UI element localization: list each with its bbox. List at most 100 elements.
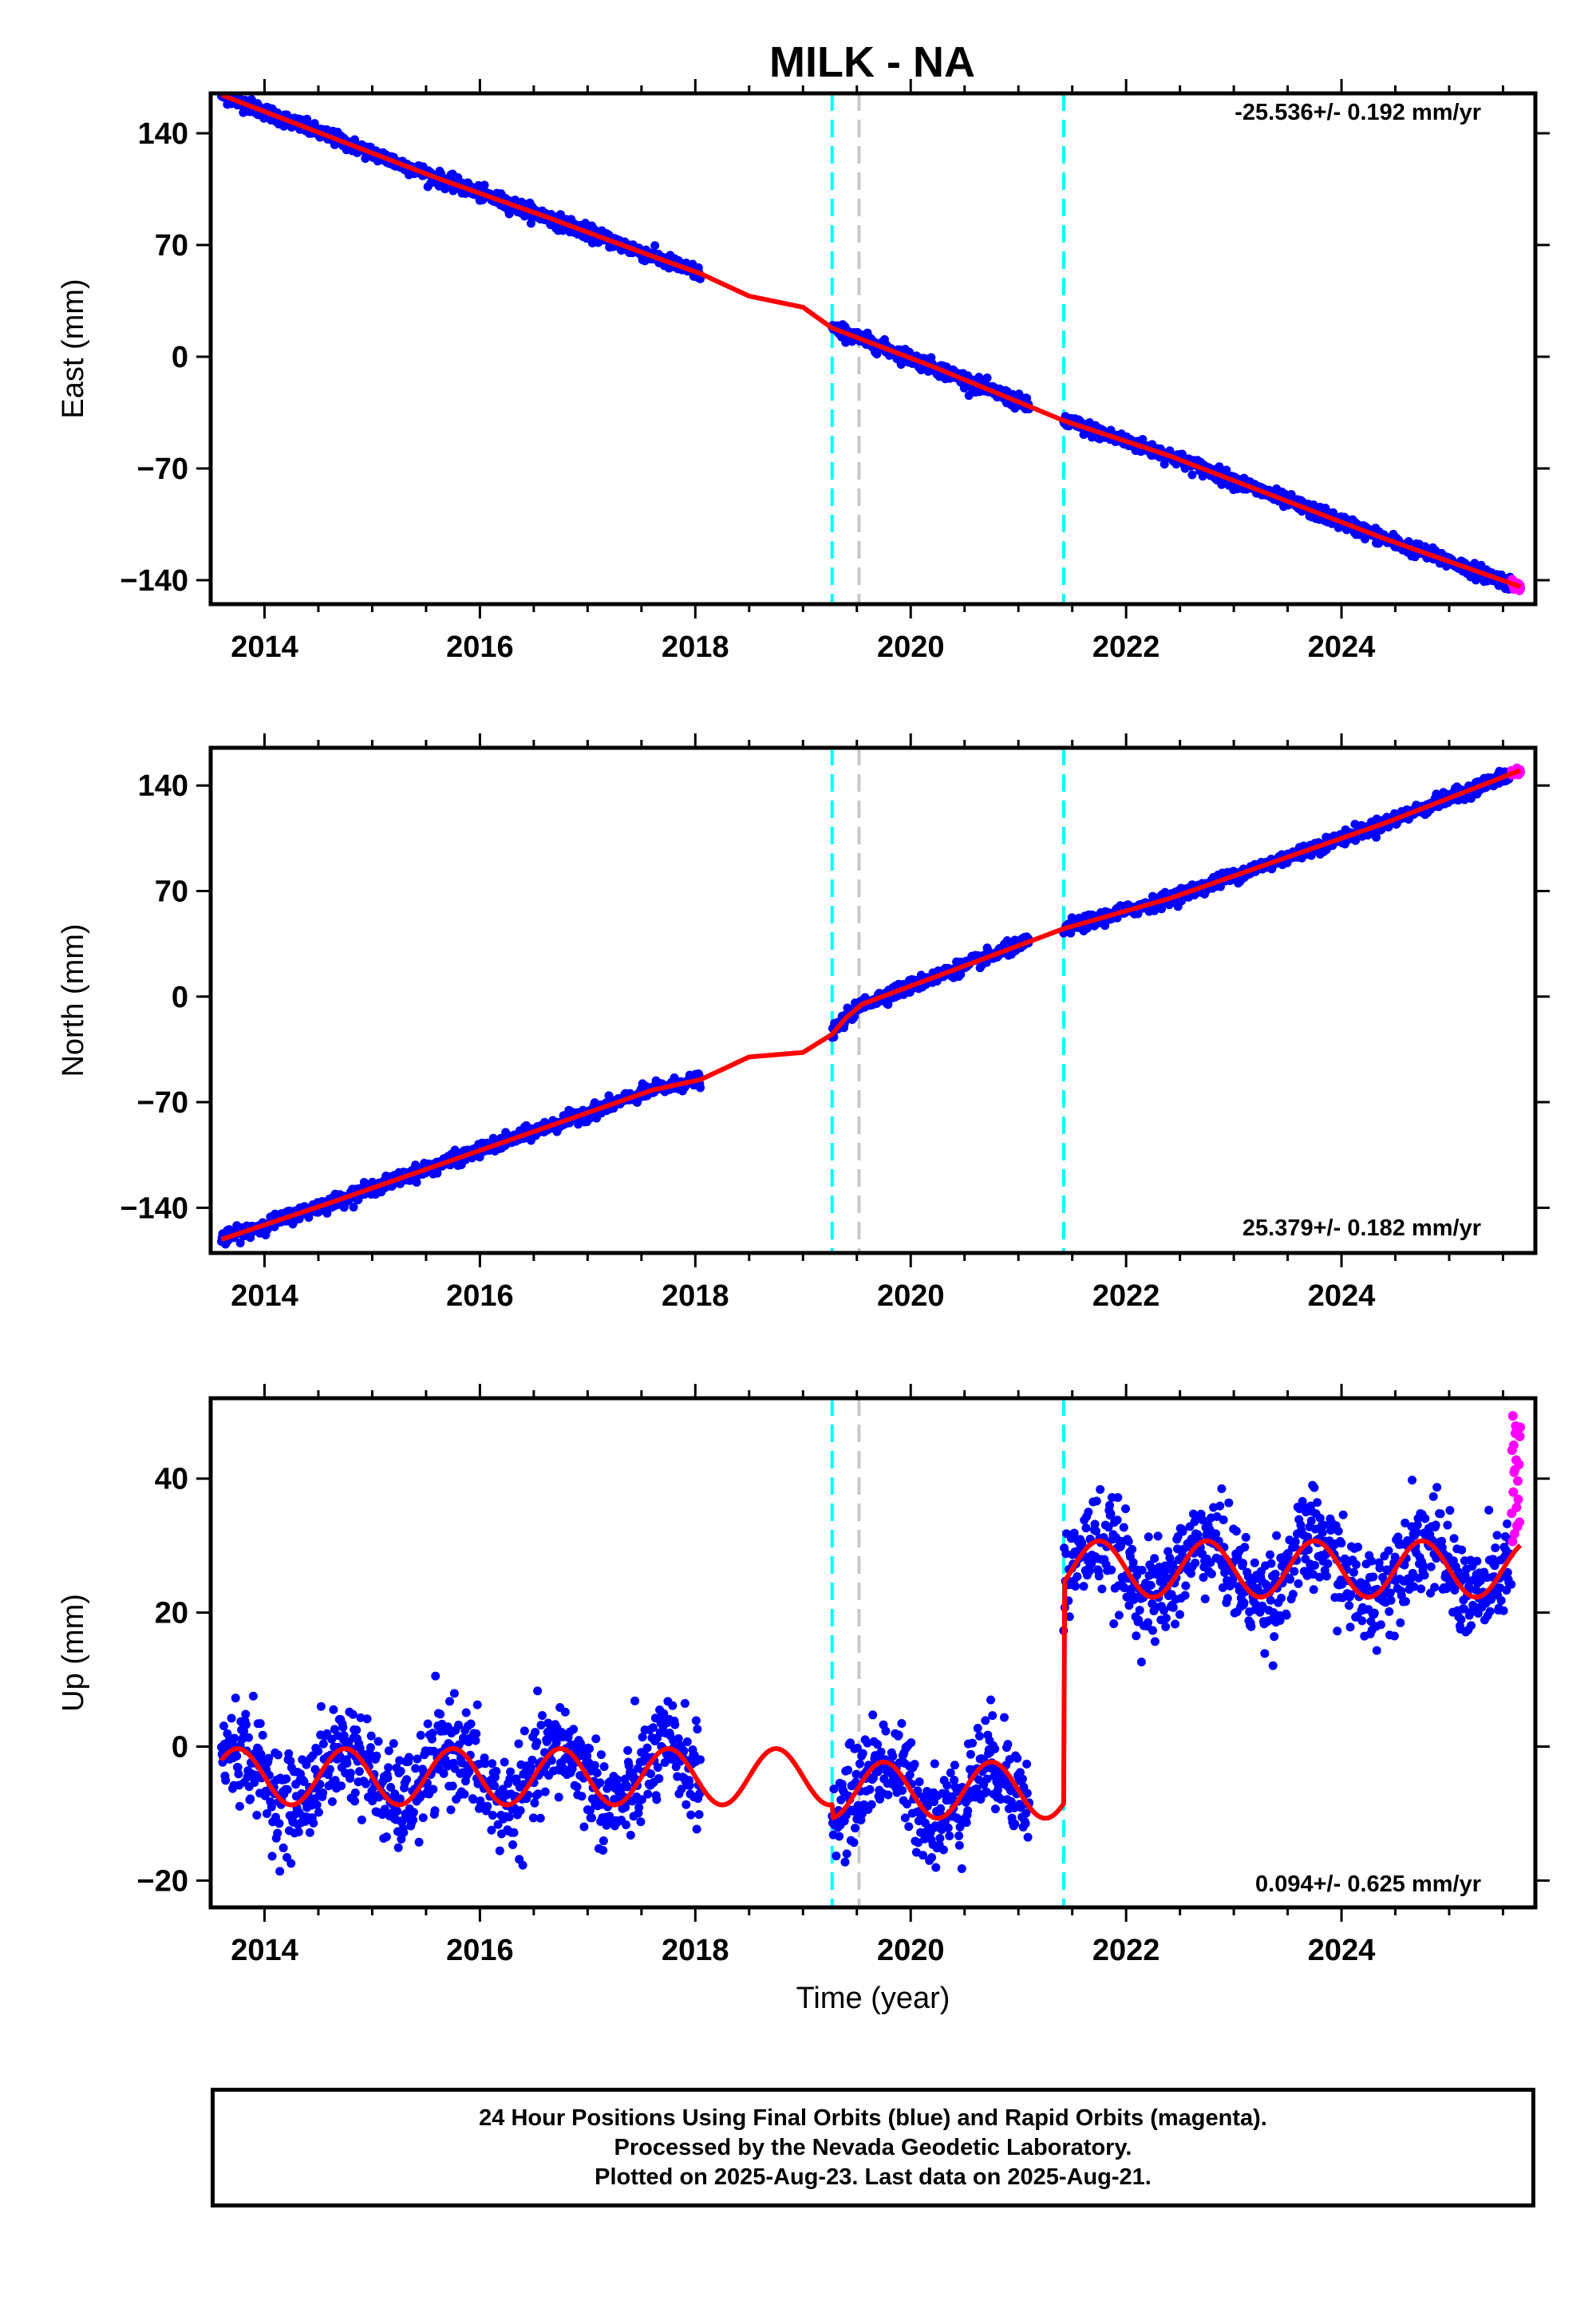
plot-area xyxy=(216,1398,1526,1907)
data-point xyxy=(905,1770,915,1780)
x-tick-label: 2016 xyxy=(446,630,514,664)
data-point xyxy=(302,1760,311,1769)
data-point xyxy=(518,1860,527,1870)
data-point xyxy=(395,1756,405,1765)
data-point xyxy=(867,1800,876,1809)
data-point xyxy=(464,1767,474,1777)
data-point xyxy=(694,1810,704,1820)
data-point xyxy=(913,1786,922,1796)
data-point xyxy=(626,1831,635,1840)
data-point xyxy=(868,1710,878,1720)
data-point xyxy=(653,1763,662,1773)
data-point xyxy=(1372,832,1381,842)
data-point xyxy=(623,1745,633,1755)
data-point xyxy=(327,1797,337,1807)
data-point xyxy=(888,1751,898,1761)
data-point xyxy=(538,1711,547,1721)
data-point xyxy=(526,219,535,228)
data-point xyxy=(275,1867,285,1876)
panel-east: 2014 2016 2018 2020 2022 2024−140−70070140Eas… xyxy=(57,79,1550,664)
data-point xyxy=(294,1828,303,1837)
data-point xyxy=(362,1714,372,1724)
data-point xyxy=(383,1773,393,1783)
data-point xyxy=(235,1801,244,1811)
data-point xyxy=(264,1753,274,1763)
data-point xyxy=(480,180,489,190)
data-point xyxy=(267,1802,276,1812)
data-point xyxy=(483,1801,492,1811)
data-point xyxy=(449,1689,459,1698)
data-point xyxy=(339,1731,349,1741)
data-point xyxy=(273,1828,282,1838)
data-point xyxy=(876,1747,886,1757)
data-point xyxy=(461,1708,471,1717)
data-point xyxy=(232,1751,242,1761)
data-point xyxy=(509,1828,519,1837)
data-point xyxy=(231,1694,240,1703)
data-point xyxy=(505,1774,515,1784)
model-fit-line xyxy=(220,768,1522,1242)
data-point xyxy=(316,1701,326,1711)
data-point xyxy=(682,1737,692,1747)
data-point xyxy=(356,1713,365,1722)
data-point xyxy=(516,1806,525,1816)
data-point xyxy=(592,1769,602,1778)
y-axis-label: North (mm) xyxy=(57,923,90,1077)
data-point xyxy=(677,1784,686,1794)
data-point xyxy=(234,1769,243,1779)
data-point xyxy=(533,1686,543,1696)
data-point xyxy=(918,1851,928,1860)
data-point xyxy=(384,1763,393,1773)
data-point xyxy=(897,1719,907,1729)
data-point xyxy=(610,1795,619,1804)
data-point xyxy=(460,1789,469,1799)
data-point xyxy=(596,1750,606,1760)
data-point xyxy=(411,1764,421,1773)
data-point xyxy=(337,1781,346,1791)
chart-title: MILK - NA xyxy=(769,38,975,86)
data-point xyxy=(416,1730,425,1740)
data-point xyxy=(634,1803,644,1812)
data-point xyxy=(409,1808,418,1817)
x-tick-label: 2014 xyxy=(231,630,298,664)
data-point xyxy=(399,1828,409,1837)
data-point xyxy=(982,373,992,383)
y-tick-label: −70 xyxy=(137,1086,188,1120)
data-point xyxy=(395,1794,405,1804)
data-point xyxy=(881,1726,891,1736)
data-point xyxy=(393,1843,403,1852)
data-point xyxy=(346,1769,355,1778)
data-point xyxy=(361,1779,371,1788)
data-point xyxy=(660,1757,670,1767)
data-point xyxy=(428,1729,437,1738)
data-point xyxy=(350,1796,360,1806)
data-point xyxy=(354,1767,364,1777)
data-point xyxy=(318,1788,328,1797)
x-tick-label: 2024 xyxy=(1308,630,1376,664)
data-point xyxy=(221,1776,231,1785)
x-tick-label: 2022 xyxy=(1092,630,1160,664)
y-tick-label: 0 xyxy=(172,341,188,374)
data-point xyxy=(898,1785,907,1795)
data-point xyxy=(1157,904,1167,914)
data-point xyxy=(487,1825,496,1835)
data-point xyxy=(858,1749,867,1758)
data-point xyxy=(414,1837,424,1847)
data-point xyxy=(621,1820,630,1830)
data-point xyxy=(282,1784,292,1794)
data-point xyxy=(380,1804,389,1814)
data-point xyxy=(904,1822,914,1832)
data-point xyxy=(506,1767,516,1777)
data-point xyxy=(621,1803,630,1812)
data-point xyxy=(325,1765,334,1774)
data-point xyxy=(381,1832,391,1842)
data-point xyxy=(680,1698,689,1708)
data-point xyxy=(527,1755,537,1765)
model-fit-line xyxy=(220,93,1522,589)
data-point xyxy=(318,1739,328,1749)
y-tick-label: −140 xyxy=(120,1192,188,1225)
data-point xyxy=(883,1790,893,1800)
data-point xyxy=(696,1755,705,1765)
